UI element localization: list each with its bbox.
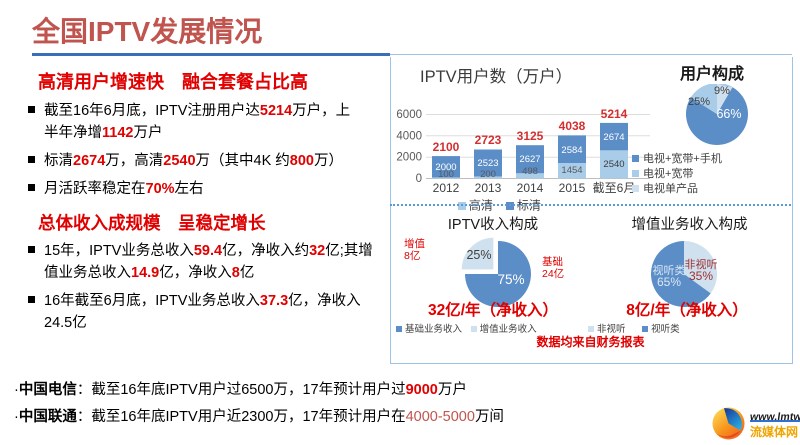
svg-text:3125: 3125: [517, 129, 544, 143]
svg-text:75%: 75%: [497, 272, 524, 287]
svg-text:2100: 2100: [433, 140, 460, 154]
svg-text:2674: 2674: [603, 132, 624, 143]
svg-text:65%: 65%: [657, 275, 681, 289]
svg-text:2584: 2584: [561, 145, 582, 156]
svg-text:25%: 25%: [466, 248, 491, 262]
svg-text:4038: 4038: [559, 119, 586, 133]
svg-text:100: 100: [438, 169, 454, 180]
svg-text:6000: 6000: [396, 109, 422, 121]
svg-text:2723: 2723: [475, 133, 502, 147]
svg-text:2014: 2014: [517, 181, 544, 195]
svg-text:25%: 25%: [688, 96, 710, 108]
svg-text:200: 200: [480, 169, 496, 180]
svg-text:2523: 2523: [477, 158, 498, 169]
svg-text:2540: 2540: [603, 159, 624, 170]
svg-text:2012: 2012: [433, 181, 460, 195]
svg-text:35%: 35%: [689, 269, 713, 283]
svg-text:1454: 1454: [561, 165, 582, 176]
svg-text:0: 0: [416, 173, 422, 185]
svg-text:2013: 2013: [475, 181, 502, 195]
svg-text:2015: 2015: [559, 181, 586, 195]
svg-text:2000: 2000: [396, 152, 422, 164]
svg-text:9%: 9%: [714, 85, 730, 97]
svg-text:截至6月: 截至6月: [593, 181, 636, 195]
svg-text:498: 498: [522, 166, 538, 177]
svg-text:2627: 2627: [519, 154, 540, 165]
svg-text:5214: 5214: [601, 107, 628, 121]
svg-text:4000: 4000: [396, 130, 422, 142]
svg-text:66%: 66%: [716, 107, 741, 121]
